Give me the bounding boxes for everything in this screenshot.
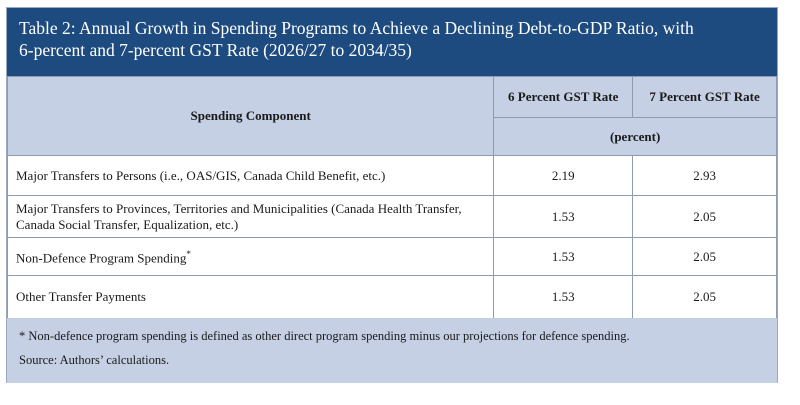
spending-table: Spending Component 6 Percent GST Rate 7 … <box>6 76 777 319</box>
row-value-7-percent: 2.05 <box>632 237 777 276</box>
header-7-percent-gst: 7 Percent GST Rate <box>632 76 777 118</box>
footnote-marker: * <box>186 249 191 260</box>
row-component: Major Transfers to Persons (i.e., OAS/GI… <box>6 155 495 196</box>
table-notes: * Non-defence program spending is define… <box>7 318 777 383</box>
header-spending-component: Spending Component <box>6 76 495 156</box>
table-row: Other Transfer Payments 1.53 2.05 <box>6 275 777 319</box>
header-6-percent-gst: 6 Percent GST Rate <box>493 76 634 118</box>
unit-row: (percent) <box>8 117 777 156</box>
footnote-text: * Non-defence program spending is define… <box>19 329 630 343</box>
row-value-6-percent: 1.53 <box>493 275 634 319</box>
header-unit-percent: (percent) <box>493 117 777 156</box>
table-title-line-1: Table 2: Annual Growth in Spending Progr… <box>19 18 694 38</box>
row-value-6-percent: 1.53 <box>493 237 634 276</box>
source-text: Source: Authors’ calculations. <box>19 353 170 367</box>
row-component-line-1: Major Transfers to Provinces, Territorie… <box>16 200 462 216</box>
row-value-7-percent: 2.05 <box>632 275 777 319</box>
row-component-label: Non-Defence Program Spending <box>16 250 187 266</box>
table-frame: Table 2: Annual Growth in Spending Progr… <box>6 7 778 383</box>
row-component: Other Transfer Payments <box>6 275 495 319</box>
row-component-line-2: Canada Social Transfer, Equalization, et… <box>16 216 239 232</box>
table-row: Major Transfers to Persons (i.e., OAS/GI… <box>6 155 777 196</box>
row-value-7-percent: 2.93 <box>632 155 777 196</box>
table-title: Table 2: Annual Growth in Spending Progr… <box>7 8 777 76</box>
row-component: Non-Defence Program Spending* <box>6 237 495 276</box>
table-row: Non-Defence Program Spending* 1.53 2.05 <box>6 237 777 276</box>
row-component: Major Transfers to Provinces, Territorie… <box>6 195 495 238</box>
table-row: Major Transfers to Provinces, Territorie… <box>6 195 777 238</box>
row-value-7-percent: 2.05 <box>632 195 777 238</box>
header-row: Spending Component 6 Percent GST Rate 7 … <box>6 76 777 156</box>
row-value-6-percent: 1.53 <box>493 195 634 238</box>
table-title-line-2: 6-percent and 7-percent GST Rate (2026/2… <box>19 40 412 60</box>
row-value-6-percent: 2.19 <box>493 155 634 196</box>
